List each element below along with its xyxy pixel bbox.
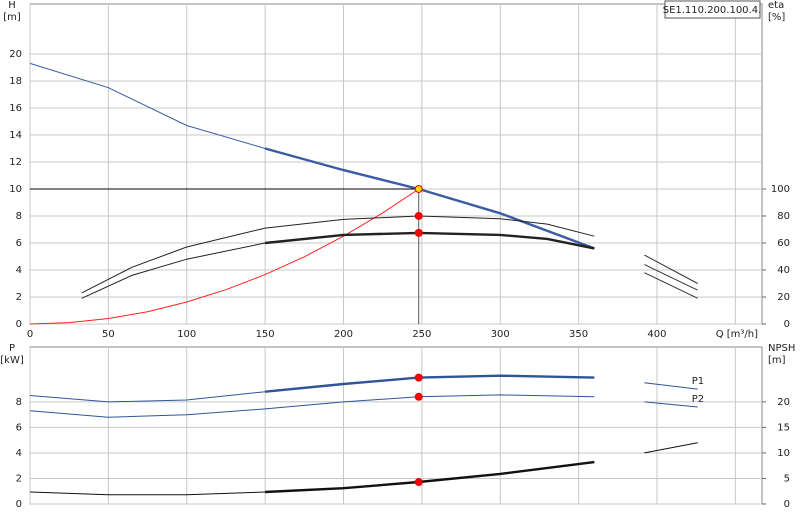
curve-extension	[644, 401, 698, 408]
y-tick-label: 8	[16, 397, 22, 408]
series-label: P2	[692, 394, 704, 405]
y-tick-label: 0	[16, 319, 22, 330]
operating-point	[414, 211, 423, 220]
curve	[81, 215, 595, 294]
y2-tick-label: 80	[777, 211, 790, 222]
operating-point	[414, 478, 423, 487]
y-tick-label: 16	[9, 103, 22, 114]
y-tick-label: 20	[9, 49, 22, 60]
operating-point	[414, 392, 423, 401]
y-tick-label: 6	[16, 422, 22, 433]
curve	[644, 254, 698, 284]
curve	[29, 375, 595, 403]
operating-point	[414, 373, 423, 382]
x-axis-label: Q [m³/h]	[716, 329, 758, 340]
curve	[29, 188, 419, 325]
y-tick-label: 2	[16, 292, 22, 303]
y-tick-label: 10	[9, 184, 22, 195]
y2-tick-label: 20	[777, 292, 790, 303]
y2-tick-label: 20	[777, 397, 790, 408]
curve	[644, 264, 698, 291]
y-axis-label: H	[8, 0, 16, 11]
x-tick-label: 150	[256, 329, 275, 340]
plot-frame	[29, 346, 763, 505]
series-label: P1	[692, 376, 704, 387]
curve-bold	[264, 374, 595, 393]
y2-tick-label: 0	[784, 319, 790, 330]
curve-bold	[265, 460, 595, 494]
x-tick-label: 350	[569, 329, 588, 340]
y2-axis-label: NPSH	[768, 343, 795, 354]
curve-extension	[644, 442, 698, 454]
curve	[29, 62, 595, 249]
y-axis-unit: [m]	[3, 12, 21, 23]
y2-tick-label: 40	[777, 265, 790, 276]
y-tick-label: 18	[9, 76, 22, 87]
x-tick-label: 300	[491, 329, 510, 340]
title-box	[664, 0, 761, 19]
x-tick-label: 100	[177, 329, 196, 340]
y2-tick-label: 5	[784, 473, 790, 484]
curve-bold	[264, 231, 595, 250]
x-tick-label: 250	[412, 329, 431, 340]
curve	[644, 272, 698, 299]
y2-tick-label: 60	[777, 238, 790, 249]
y-tick-label: 2	[16, 473, 22, 484]
y2-tick-label: 10	[777, 448, 790, 459]
y-axis-label: P	[9, 343, 15, 354]
y-axis-unit: [kW]	[0, 355, 24, 366]
y2-tick-label: 15	[777, 422, 790, 433]
x-tick-label: 200	[334, 329, 353, 340]
y2-axis-unit: [%]	[768, 12, 785, 23]
y-tick-label: 0	[16, 499, 22, 510]
chart-title: SE1.110.200.100.4.	[663, 5, 762, 16]
y2-tick-label: 0	[784, 499, 790, 510]
x-tick-label: 50	[102, 329, 115, 340]
y2-axis-label: eta	[768, 0, 784, 11]
x-tick-label: 400	[647, 329, 666, 340]
operating-point	[414, 228, 423, 237]
x-tick-label: 0	[27, 329, 33, 340]
y2-axis-unit: [m]	[768, 355, 786, 366]
y-tick-label: 4	[16, 448, 22, 459]
y-tick-label: 8	[16, 211, 22, 222]
y2-tick-label: 100	[771, 184, 790, 195]
curve	[29, 394, 595, 418]
y-tick-label: 14	[9, 130, 22, 141]
y-tick-label: 4	[16, 265, 22, 276]
operating-point	[414, 184, 423, 193]
curve-extension	[644, 382, 698, 390]
y-tick-label: 12	[9, 157, 22, 168]
y-tick-label: 6	[16, 238, 22, 249]
